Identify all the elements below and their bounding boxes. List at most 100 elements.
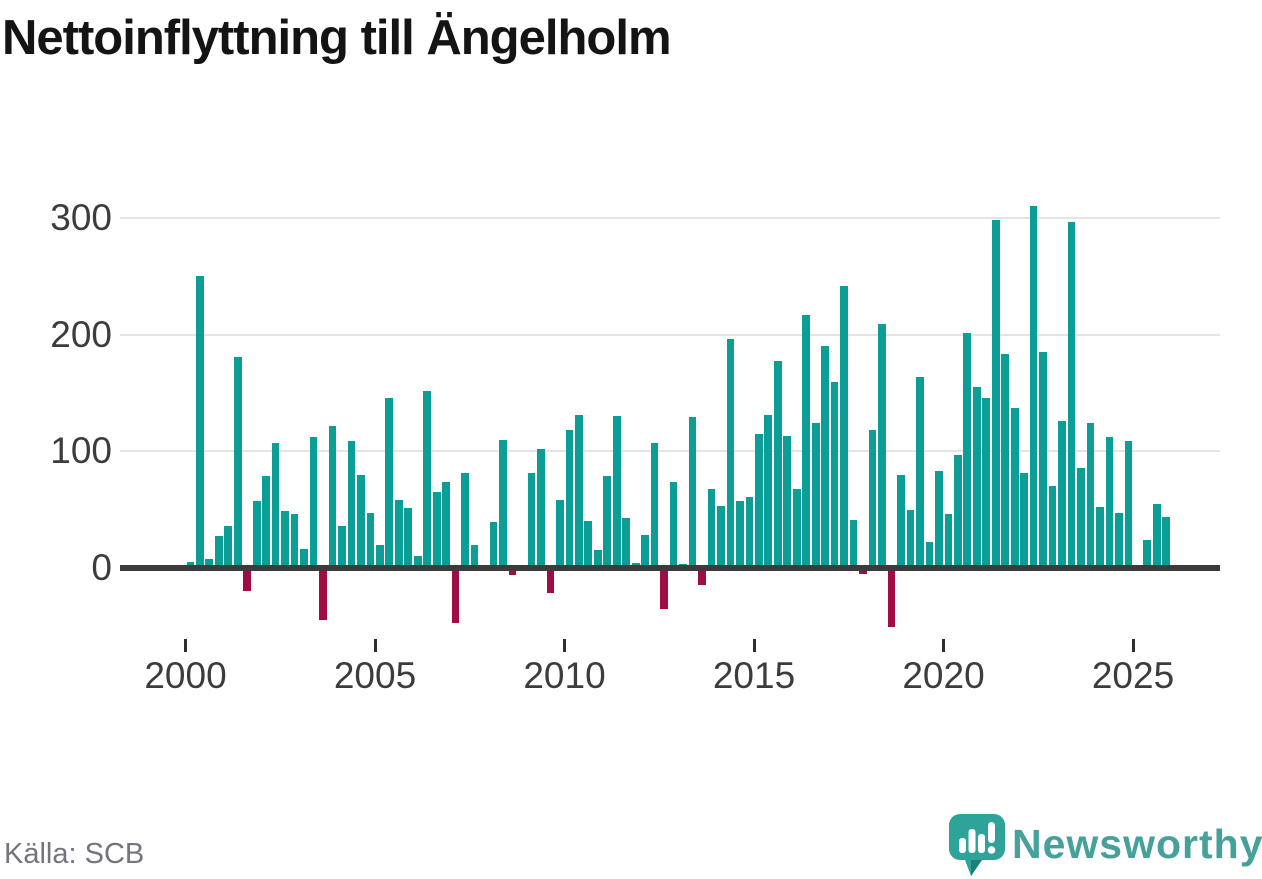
x-axis-label: 2010 (523, 655, 606, 696)
bar-positive (338, 525, 346, 568)
x-axis-label: 2025 (1091, 655, 1175, 696)
bar-positive (707, 488, 716, 568)
bar-positive (991, 220, 1000, 568)
bar-positive (489, 522, 498, 568)
bar-positive (650, 443, 659, 568)
bar-positive (357, 474, 365, 568)
bar-positive (1048, 486, 1057, 568)
bar-positive (1058, 420, 1066, 568)
bar-positive (669, 481, 678, 568)
bar-positive (1039, 352, 1047, 568)
x-axis-tick (563, 639, 566, 652)
bar-positive (1162, 516, 1171, 568)
bar-positive (840, 285, 848, 568)
bar-positive (925, 542, 934, 568)
bar-negative (546, 570, 555, 594)
bar-positive (385, 397, 394, 568)
bar-positive (470, 544, 479, 568)
bar-positive (821, 346, 829, 568)
bar-negative (508, 570, 517, 575)
bar-positive (878, 324, 886, 568)
bar-positive (745, 496, 754, 568)
bar-negative (859, 570, 867, 574)
bar-positive (1077, 467, 1085, 568)
bar-positive (811, 423, 820, 568)
bar-positive (366, 513, 375, 568)
x-axis-label: 2015 (712, 655, 796, 696)
bar-positive (461, 473, 469, 568)
x-axis-label: 2000 (144, 655, 227, 696)
bar-negative (451, 570, 460, 623)
bar-positive (982, 397, 991, 568)
bar-positive (916, 376, 924, 568)
bar-positive (1152, 503, 1161, 568)
bar-positive (953, 454, 962, 568)
bar-positive (755, 433, 763, 568)
bar-positive (1086, 423, 1095, 568)
bar-positive (328, 425, 337, 568)
bar-positive (1010, 408, 1019, 568)
bar-positive (717, 506, 725, 568)
x-axis-tick (942, 639, 945, 652)
bar-positive (1096, 507, 1104, 568)
bar-positive (527, 473, 536, 568)
bar-positive (972, 387, 981, 568)
x-axis-label: 2005 (333, 655, 417, 696)
bar-positive (792, 488, 801, 568)
bar-positive (688, 417, 697, 568)
bar-positive (1020, 473, 1028, 568)
bar-positive (574, 415, 583, 568)
bar-positive (897, 474, 905, 568)
bar-positive (593, 550, 602, 568)
bar-positive (1105, 437, 1114, 568)
newsworthy-speech-bubble-chart-icon (948, 814, 1006, 879)
bar-positive (376, 544, 384, 568)
y-axis-label: 100 (50, 430, 112, 472)
bar-positive (830, 382, 839, 568)
bar-positive (726, 339, 735, 568)
bar-positive (868, 430, 877, 568)
bar-positive (963, 333, 972, 568)
y-axis-label: 200 (50, 313, 112, 355)
bar-positive (262, 475, 270, 568)
bar-positive (537, 448, 545, 568)
bar-positive (773, 361, 782, 568)
bar-positive (764, 415, 773, 568)
bar-positive (584, 521, 593, 568)
bar-positive (233, 356, 242, 568)
bar-positive (347, 440, 356, 568)
bar-positive (432, 492, 441, 568)
source-note: Källa: SCB (4, 838, 145, 870)
bar-positive (300, 549, 308, 568)
bar-negative (887, 570, 896, 628)
bar-positive (736, 501, 744, 568)
bar-positive (1029, 206, 1038, 568)
bar-positive (309, 437, 318, 568)
bar-positive (499, 439, 507, 568)
zero-line (120, 565, 1220, 571)
bar-positive (214, 536, 223, 568)
gridline (120, 333, 1220, 336)
bar-positive (1143, 539, 1152, 568)
bar-positive (944, 514, 953, 568)
bar-positive (413, 556, 422, 568)
bar-positive (404, 508, 413, 568)
bar-positive (935, 471, 943, 568)
bar-positive (802, 314, 811, 568)
bar-negative (698, 570, 706, 586)
bar-positive (612, 416, 621, 568)
y-axis-label: 0 (91, 547, 112, 588)
bar-positive (565, 430, 574, 568)
x-axis-tick (1131, 639, 1135, 652)
bar-positive (1067, 222, 1076, 568)
bar-positive (271, 443, 280, 568)
bar-negative (660, 570, 668, 609)
bar-positive (603, 475, 612, 568)
gridline (120, 216, 1220, 219)
bar-positive (622, 517, 631, 568)
x-axis-tick (752, 639, 756, 652)
chart-title: Nettoinflyttning till Ängelholm (2, 11, 672, 65)
newsworthy-logo: Newsworthy (948, 812, 1262, 879)
bar-positive (224, 525, 233, 568)
gridline (120, 450, 1220, 453)
